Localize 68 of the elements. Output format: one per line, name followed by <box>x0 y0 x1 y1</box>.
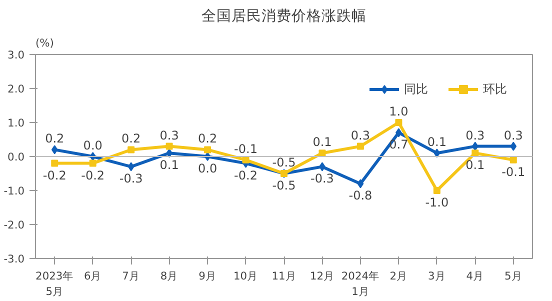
y-tick-label: 0.0 <box>8 150 25 164</box>
x-tick-label: 2024年 1月 <box>341 270 380 298</box>
x-tick-label: 8月 <box>160 270 178 282</box>
data-label: 0.1 <box>466 158 485 172</box>
x-tick-label: 7月 <box>122 270 140 282</box>
data-label: 0.2 <box>122 132 141 146</box>
data-label: 0.2 <box>198 132 218 146</box>
x-tick-label: 2月 <box>390 270 408 282</box>
data-label: 1.0 <box>389 104 408 118</box>
x-tick-label: 3月 <box>428 270 446 282</box>
data-label: -0.8 <box>348 188 372 203</box>
y-tick-label: 1.0 <box>8 116 25 130</box>
point <box>356 142 364 150</box>
y-tick-label: -1.0 <box>4 184 25 198</box>
y-tick-label: 2.0 <box>8 82 25 96</box>
y-tick-label: -2.0 <box>4 218 25 232</box>
point <box>357 179 364 188</box>
point <box>472 142 478 151</box>
data-label: 0.3 <box>160 128 179 142</box>
point <box>434 148 440 158</box>
data-label: -0.2 <box>234 168 258 182</box>
data-label: -0.2 <box>42 168 66 182</box>
x-tick-label: 10月 <box>233 270 258 282</box>
point <box>433 187 440 194</box>
x-tick-label: 5月 <box>504 270 522 282</box>
x-tick-label: 9月 <box>198 270 216 282</box>
data-label: -0.1 <box>234 142 258 156</box>
point <box>89 160 96 167</box>
point <box>472 150 479 157</box>
data-label: 0.0 <box>198 162 218 176</box>
data-label: 0.3 <box>504 128 523 142</box>
data-label: 0.3 <box>350 128 370 142</box>
data-label: 0.0 <box>83 138 102 152</box>
point <box>510 156 517 164</box>
data-label: -0.3 <box>119 172 143 186</box>
legend-label: 同比 <box>404 80 428 98</box>
data-label: 0.1 <box>427 135 446 150</box>
point <box>204 146 212 154</box>
point <box>510 142 517 151</box>
data-label: 0.1 <box>160 158 179 172</box>
point <box>242 156 250 164</box>
data-label: -0.5 <box>272 156 296 170</box>
point <box>51 145 58 154</box>
data-label: -0.3 <box>310 172 334 186</box>
y-tick-label: -3.0 <box>4 252 25 266</box>
legend-label: 环比 <box>483 80 507 98</box>
y-axis-title: (%) <box>36 36 54 50</box>
data-label: 0.7 <box>389 138 408 152</box>
point <box>128 146 135 154</box>
data-label: 0.2 <box>45 132 64 146</box>
data-label: -0.1 <box>502 164 526 179</box>
x-tick-label: 12月 <box>310 270 335 282</box>
data-label: -0.2 <box>81 168 105 182</box>
point <box>128 162 134 172</box>
data-label: -1.0 <box>425 196 449 210</box>
x-tick-label: 2023年 5月 <box>36 270 74 298</box>
point <box>318 150 326 157</box>
x-tick-label: 6月 <box>84 270 102 282</box>
y-tick-label: 3.0 <box>8 48 25 62</box>
point <box>166 142 173 150</box>
data-label: -0.5 <box>272 178 296 192</box>
data-label: 0.1 <box>312 135 332 150</box>
point <box>395 119 402 126</box>
point <box>51 160 58 167</box>
x-tick-label: 11月 <box>272 270 296 282</box>
chart-title: 全国居民消费价格涨跌幅 <box>202 8 366 24</box>
data-label: 0.3 <box>466 128 485 142</box>
x-tick-label: 4月 <box>466 270 484 282</box>
